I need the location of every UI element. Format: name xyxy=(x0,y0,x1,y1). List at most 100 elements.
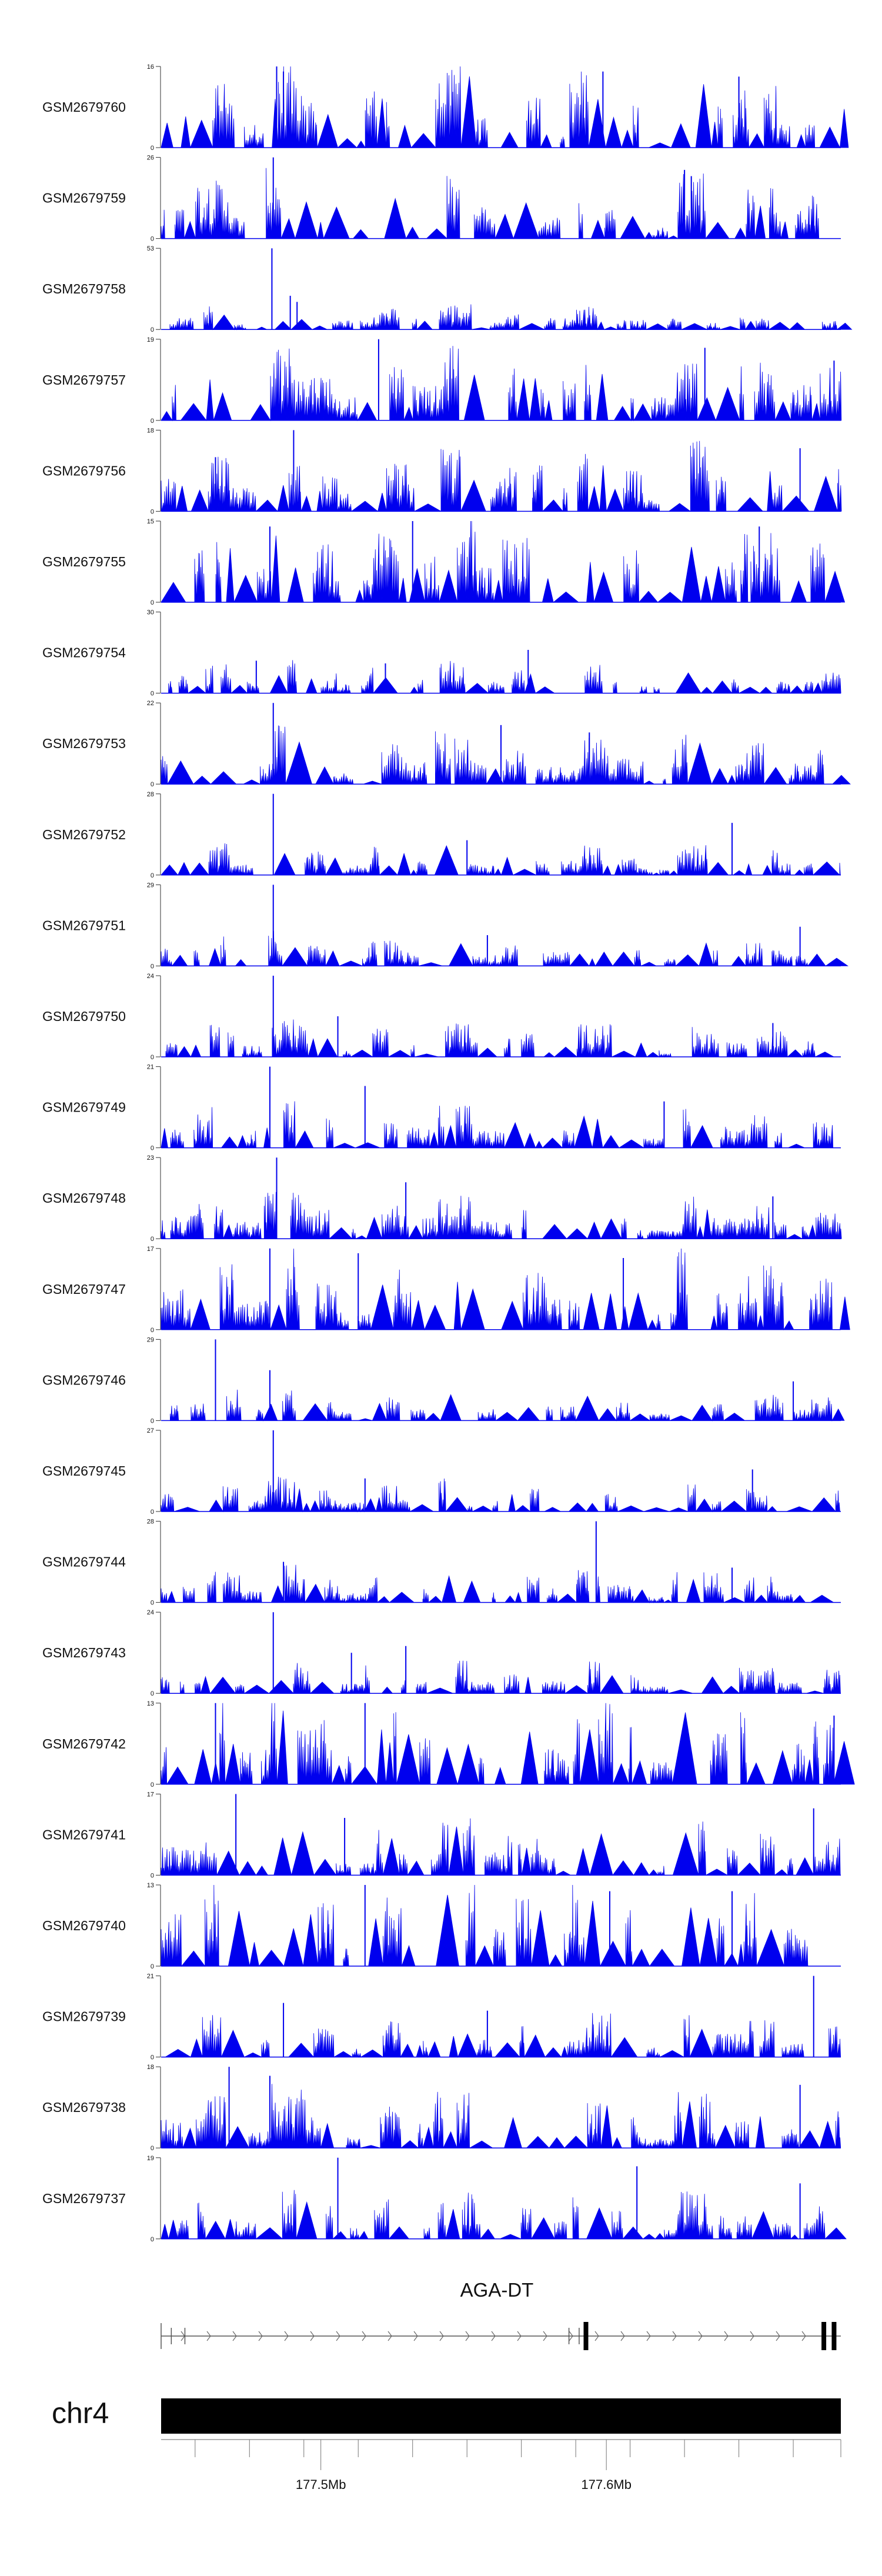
track-label: GSM2679752 xyxy=(42,827,126,842)
strand-arrow xyxy=(646,2331,651,2341)
y-tick-label-max: 13 xyxy=(147,1882,154,1889)
track-GSM2679756: GSM2679756 18 0 xyxy=(42,427,842,515)
chromosome-track: chr4 177.5Mb 177.6Mb xyxy=(52,2397,841,2492)
strand-arrow xyxy=(284,2331,289,2341)
track-GSM2679750: GSM2679750 24 0 xyxy=(42,973,841,1061)
strand-arrow xyxy=(439,2331,444,2341)
track-GSM2679744: GSM2679744 28 0 xyxy=(42,1519,841,1607)
track-GSM2679740: GSM2679740 13 0 xyxy=(42,1882,841,1970)
signal-area xyxy=(161,2084,841,2149)
track-label: GSM2679755 xyxy=(42,554,126,569)
track-GSM2679751: GSM2679751 29 0 xyxy=(42,882,849,970)
y-tick-label-min: 0 xyxy=(151,1872,154,1879)
strand-arrow xyxy=(336,2331,340,2341)
signal-area xyxy=(161,2190,847,2240)
strand-arrow xyxy=(543,2331,547,2341)
y-tick-label-max: 24 xyxy=(147,1609,154,1616)
y-tick-label-min: 0 xyxy=(151,2145,154,2152)
signal-area xyxy=(161,1703,855,1786)
track-GSM2679737: GSM2679737 19 0 xyxy=(42,2155,847,2243)
track-GSM2679752: GSM2679752 28 0 xyxy=(42,791,841,879)
y-tick-label-min: 0 xyxy=(151,1690,154,1697)
track-GSM2679749: GSM2679749 21 0 xyxy=(42,1064,841,1152)
chromosome-label: chr4 xyxy=(52,2397,109,2430)
strand-arrow xyxy=(413,2331,418,2341)
track-label: GSM2679754 xyxy=(42,645,126,660)
y-tick-label-max: 22 xyxy=(147,700,154,707)
track-label: GSM2679760 xyxy=(42,99,126,115)
strand-arrow xyxy=(206,2331,211,2341)
y-tick-label-max: 21 xyxy=(147,1973,154,1980)
strand-arrow xyxy=(517,2331,522,2341)
track-GSM2679757: GSM2679757 19 0 xyxy=(42,336,842,425)
y-tick-label-max: 19 xyxy=(147,2155,154,2162)
track-label: GSM2679748 xyxy=(42,1190,126,1206)
signal-area xyxy=(161,1248,850,1331)
gene-exon xyxy=(831,2322,837,2350)
track-GSM2679753: GSM2679753 22 0 xyxy=(42,700,851,788)
track-GSM2679743: GSM2679743 24 0 xyxy=(42,1609,841,1697)
y-tick-label-min: 0 xyxy=(151,1781,154,1788)
signal-area xyxy=(161,346,842,422)
signal-area xyxy=(161,1564,841,1604)
y-tick-label-max: 17 xyxy=(147,1791,154,1798)
y-tick-label-max: 29 xyxy=(147,882,154,889)
y-tick-label-max: 17 xyxy=(147,1246,154,1253)
strand-arrow xyxy=(724,2331,729,2341)
track-GSM2679754: GSM2679754 30 0 xyxy=(42,609,841,698)
y-tick-label-min: 0 xyxy=(151,508,154,515)
strand-arrow xyxy=(232,2331,237,2341)
track-label: GSM2679753 xyxy=(42,736,126,751)
strand-arrow xyxy=(258,2331,263,2341)
y-tick-label-min: 0 xyxy=(151,418,154,425)
strand-arrow xyxy=(362,2331,366,2341)
y-tick-label-min: 0 xyxy=(151,781,154,788)
strand-arrow xyxy=(569,2331,573,2341)
y-tick-label-min: 0 xyxy=(151,963,154,970)
track-label: GSM2679758 xyxy=(42,281,126,296)
y-tick-label-max: 30 xyxy=(147,609,154,616)
strand-arrow xyxy=(491,2331,496,2341)
track-label: GSM2679738 xyxy=(42,2100,126,2115)
track-GSM2679755: GSM2679755 15 0 xyxy=(42,518,846,606)
y-tick-label-max: 26 xyxy=(147,155,154,162)
gene-exon xyxy=(821,2322,827,2350)
y-tick-label-min: 0 xyxy=(151,599,154,606)
track-GSM2679746: GSM2679746 29 0 xyxy=(42,1336,845,1424)
y-tick-label-min: 0 xyxy=(151,690,154,698)
track-GSM2679742: GSM2679742 13 0 xyxy=(42,1700,855,1788)
strand-arrow xyxy=(465,2331,470,2341)
track-GSM2679738: GSM2679738 18 0 xyxy=(42,2064,841,2152)
y-tick-label-max: 24 xyxy=(147,973,154,980)
gene-track: AGA-DT xyxy=(161,2279,841,2350)
track-label: GSM2679747 xyxy=(42,1282,126,1297)
track-label: GSM2679745 xyxy=(42,1463,126,1479)
track-GSM2679747: GSM2679747 17 0 xyxy=(42,1246,850,1334)
y-tick-label-min: 0 xyxy=(151,236,154,243)
gene-exon xyxy=(583,2322,589,2350)
track-label: GSM2679743 xyxy=(42,1645,126,1660)
strand-arrow xyxy=(594,2331,599,2341)
signal-area xyxy=(161,1101,841,1149)
y-tick-label-max: 18 xyxy=(147,427,154,434)
track-label: GSM2679751 xyxy=(42,917,126,933)
y-tick-label-max: 53 xyxy=(147,245,154,252)
strand-arrow xyxy=(750,2331,754,2341)
track-label: GSM2679739 xyxy=(42,2009,126,2024)
signal-area xyxy=(161,66,849,149)
y-tick-label-min: 0 xyxy=(151,1963,154,1970)
y-tick-label-max: 15 xyxy=(147,518,154,525)
track-label: GSM2679749 xyxy=(42,1100,126,1115)
track-GSM2679758: GSM2679758 53 0 xyxy=(42,245,853,333)
strand-arrow xyxy=(776,2331,780,2341)
y-tick-label-min: 0 xyxy=(151,1054,154,1061)
track-label: GSM2679740 xyxy=(42,1918,126,1933)
y-tick-label-min: 0 xyxy=(151,2054,154,2061)
track-label: GSM2679757 xyxy=(42,372,126,388)
signal-area xyxy=(161,441,842,512)
signal-area xyxy=(161,725,851,785)
y-tick-label-min: 0 xyxy=(151,1236,154,1243)
track-GSM2679748: GSM2679748 23 0 xyxy=(42,1154,842,1243)
y-tick-label-min: 0 xyxy=(151,326,154,333)
